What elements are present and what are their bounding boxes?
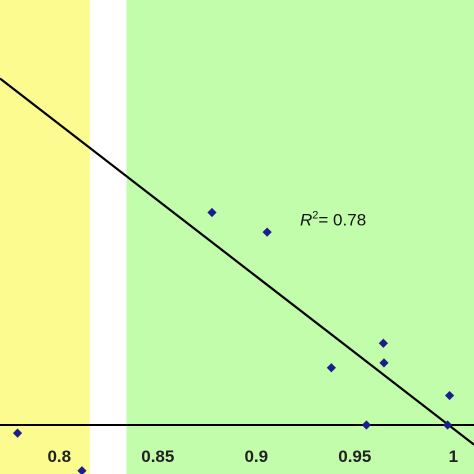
data-point	[378, 338, 388, 348]
r-squared-superscript: 2	[312, 210, 318, 222]
data-point	[262, 227, 272, 237]
data-point	[443, 420, 453, 430]
x-tick-label: 1	[449, 447, 458, 466]
green-band	[126, 0, 474, 474]
x-tick-label: 0.9	[244, 447, 268, 466]
r-squared-annotation: R2= 0.78	[300, 210, 366, 230]
data-point	[379, 358, 389, 368]
data-point	[77, 466, 87, 474]
data-point	[444, 390, 455, 401]
trend-line	[0, 77, 474, 446]
x-tick-label: 0.95	[338, 447, 371, 466]
data-point	[361, 420, 372, 430]
x-tick-labels: 0.8 0.85 0.9 0.95 1	[47, 447, 458, 466]
yellow-band	[0, 0, 90, 474]
r-squared-symbol: R	[300, 211, 312, 230]
data-points	[12, 207, 455, 474]
data-point	[326, 363, 336, 373]
x-tick-label: 0.8	[47, 447, 71, 466]
data-point	[12, 428, 23, 438]
x-tick-label: 0.85	[141, 447, 174, 466]
data-point	[207, 207, 217, 218]
r-squared-value: = 0.78	[318, 211, 366, 230]
